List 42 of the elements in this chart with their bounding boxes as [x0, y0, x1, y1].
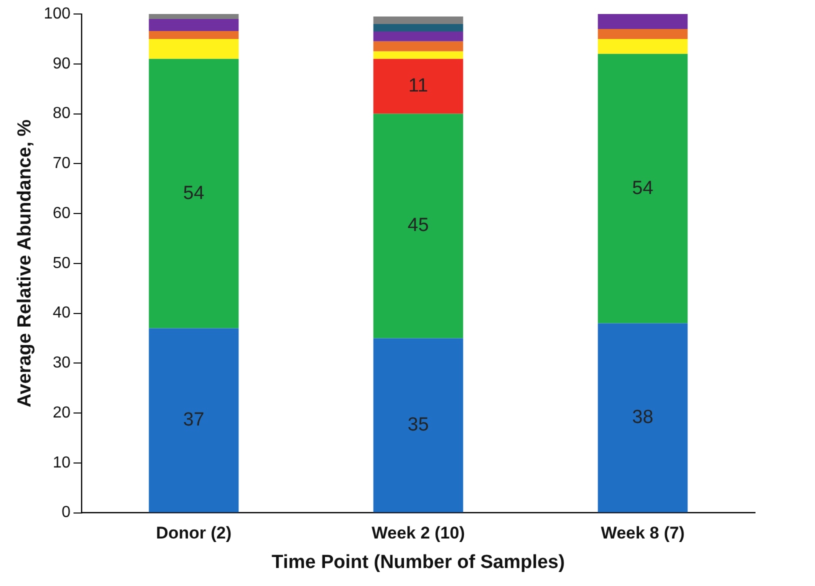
bar	[373, 24, 464, 32]
bar	[148, 14, 239, 19]
bar	[598, 38, 688, 54]
y-tick-label: 0	[62, 504, 71, 522]
bar	[598, 14, 688, 29]
x-tick-label: Week 8 (7)	[600, 524, 685, 543]
x-tick-label: Donor (2)	[156, 524, 232, 543]
data-label: 45	[408, 215, 429, 236]
y-tick-label: 40	[52, 304, 71, 322]
data-label: 37	[183, 410, 204, 431]
y-tick-label: 100	[44, 5, 71, 22]
bar	[148, 30, 239, 39]
y-tick-label: 10	[52, 454, 71, 472]
bar	[373, 338, 464, 512]
data-label: 11	[408, 76, 428, 97]
bar	[373, 58, 464, 114]
x-axis-title: Time Point (Number of Samples)	[272, 552, 565, 573]
y-tick-label: 70	[52, 155, 71, 172]
bar	[148, 58, 239, 328]
bar	[148, 38, 239, 59]
y-axis-title: Average Relative Abundance, %	[14, 119, 36, 408]
bar	[148, 328, 239, 512]
y-tick-label: 80	[52, 105, 71, 122]
y-tick-label: 60	[52, 204, 71, 222]
data-label: 38	[632, 407, 654, 428]
data-label: 35	[408, 414, 429, 436]
bar	[373, 16, 464, 24]
bar	[598, 28, 688, 39]
bar	[598, 323, 688, 512]
bar	[373, 41, 464, 52]
bar	[373, 114, 464, 338]
y-tick-label: 20	[52, 404, 71, 422]
bar	[598, 54, 688, 324]
bar	[373, 31, 464, 42]
y-tick-label: 90	[52, 55, 71, 72]
bar	[148, 18, 239, 31]
data-label: 54	[183, 182, 205, 204]
bar	[373, 51, 464, 59]
x-tick-label: Week 2 (10)	[372, 524, 465, 543]
y-tick-label: 30	[52, 354, 71, 372]
data-label: 54	[632, 178, 654, 199]
y-tick-label: 50	[52, 254, 71, 272]
